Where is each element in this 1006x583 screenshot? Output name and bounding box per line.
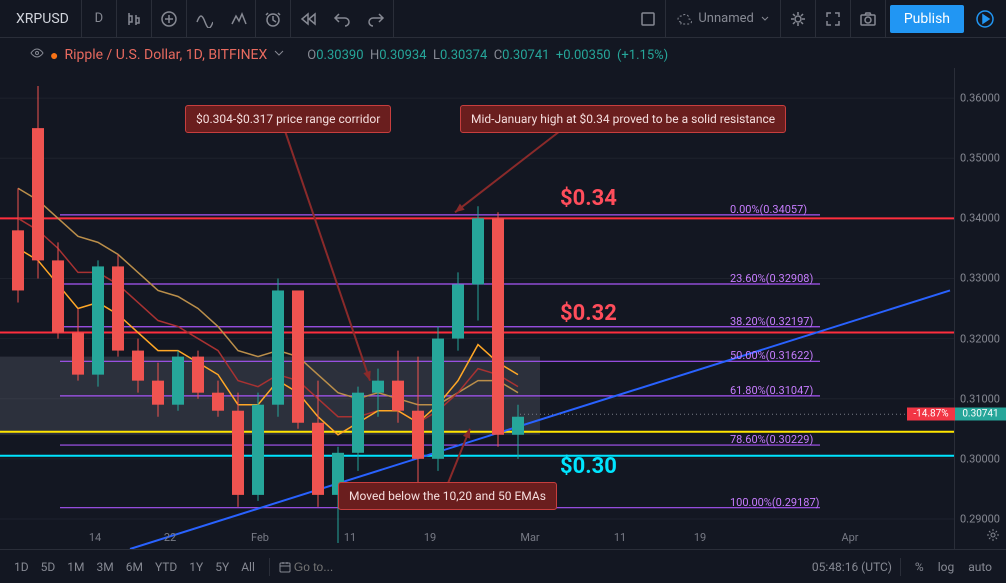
camera-icon: [859, 10, 877, 28]
eye-icon[interactable]: [30, 46, 44, 64]
undo-icon: [333, 10, 351, 28]
fib-label: 78.60%(0.30229): [730, 433, 813, 446]
price-tag: $0.30: [560, 454, 617, 479]
fib-label: 61.80%(0.31047): [730, 384, 813, 397]
range-5d[interactable]: 5D: [35, 556, 62, 578]
layout-name[interactable]: Unnamed: [666, 11, 780, 27]
chart-legend: ● Ripple / U.S. Dollar, 1D, BITFINEX O0.…: [30, 46, 668, 64]
ohlc-readout: O0.30390 H0.30934 L0.30374 C0.30741 +0.0…: [307, 48, 668, 63]
yaxis-tick: 0.33000: [960, 272, 1000, 285]
yaxis-tick: 0.29000: [960, 512, 1000, 525]
chart-canvas: [0, 68, 954, 549]
last-price-badge: 0.30741: [955, 408, 1006, 421]
yaxis-tick: 0.36000: [960, 92, 1000, 105]
calendar-icon: [278, 560, 292, 574]
auto-scale-button[interactable]: auto: [962, 556, 998, 578]
play-circle-icon: [975, 9, 995, 29]
candles-style-button[interactable]: [117, 0, 151, 37]
xaxis-tick: 14: [89, 531, 101, 544]
redo-icon: [367, 10, 385, 28]
yaxis-tick: 0.30000: [960, 452, 1000, 465]
symbol-search[interactable]: XRPUSD: [4, 0, 81, 37]
range-all[interactable]: All: [235, 556, 261, 578]
log-scale-button[interactable]: log: [932, 556, 961, 578]
publish-button[interactable]: Publish: [890, 5, 964, 33]
rewind-icon: [299, 10, 317, 28]
axis-settings-button[interactable]: [986, 528, 1000, 545]
range-1d[interactable]: 1D: [8, 556, 35, 578]
xaxis-tick: 11: [614, 531, 626, 544]
range-1m[interactable]: 1M: [61, 556, 90, 578]
range-1y[interactable]: 1Y: [183, 556, 209, 578]
fib-label: 50.00%(0.31622): [730, 349, 813, 362]
alarm-icon: [264, 10, 282, 28]
price-axis[interactable]: 0.36000 0.35000 0.34000 0.33000 0.32000 0.310…: [954, 68, 1006, 549]
cloud-icon: [676, 11, 692, 27]
xaxis-tick: 19: [424, 531, 436, 544]
range-5y[interactable]: 5Y: [209, 556, 235, 578]
range-3m[interactable]: 3M: [90, 556, 119, 578]
top-toolbar: XRPUSD D: [0, 0, 1006, 38]
pct-scale-button[interactable]: %: [909, 556, 930, 578]
play-button[interactable]: [968, 0, 1002, 37]
xaxis-tick: 11: [344, 531, 356, 544]
fib-label: 38.20%(0.32197): [730, 315, 813, 328]
bottom-toolbar: 1D5D1M3M6MYTD1Y5YAll 05:48:16 (UTC) % lo…: [0, 549, 1006, 583]
range-ytd[interactable]: YTD: [149, 556, 183, 578]
layout-icon: [639, 10, 657, 28]
compare-button[interactable]: [152, 0, 186, 37]
undo-button[interactable]: [325, 0, 359, 37]
annotation-c2[interactable]: Mid-January high at $0.34 proved to be a…: [460, 105, 786, 133]
indicators-button[interactable]: [187, 0, 221, 37]
fib-label: 100.00%(0.29187): [730, 496, 819, 509]
xaxis-tick: Apr: [841, 531, 858, 544]
gear-icon: [789, 10, 807, 28]
yaxis-tick: 0.31000: [960, 392, 1000, 405]
fullscreen-button[interactable]: [816, 0, 850, 37]
xaxis-tick: 22: [164, 531, 176, 544]
xaxis-tick: Feb: [251, 531, 269, 544]
legend-chevron[interactable]: [273, 47, 285, 63]
yaxis-tick: 0.34000: [960, 212, 1000, 225]
yaxis-tick: 0.32000: [960, 332, 1000, 345]
replay-back-button[interactable]: [291, 0, 325, 37]
chart-settings-button[interactable]: [781, 0, 815, 37]
alert-button[interactable]: [256, 0, 290, 37]
chevron-down-icon: [760, 14, 770, 24]
clock-readout: 05:48:16 (UTC): [812, 560, 892, 574]
annotation-c3[interactable]: Moved below the 10,20 and 50 EMAs: [338, 482, 557, 510]
redo-button[interactable]: [359, 0, 393, 37]
layout-button[interactable]: [631, 0, 665, 37]
xaxis-tick: 19: [694, 531, 706, 544]
yaxis-tick: 0.35000: [960, 152, 1000, 165]
candles-icon: [125, 10, 143, 28]
fib-label: 23.60%(0.32908): [730, 272, 813, 285]
fullscreen-icon: [824, 10, 842, 28]
wave-icon: [195, 10, 213, 28]
spark-icon: [229, 10, 247, 28]
xaxis-tick: Mar: [520, 531, 539, 544]
legend-symbol[interactable]: Ripple / U.S. Dollar, 1D, BITFINEX: [64, 47, 267, 63]
templates-button[interactable]: [221, 0, 255, 37]
fib-label: 0.00%(0.34057): [730, 203, 807, 216]
countdown-badge: -14.87%: [907, 408, 955, 421]
plus-circle-icon: [160, 10, 178, 28]
annotation-c1[interactable]: $0.304-$0.317 price range corridor: [185, 105, 391, 133]
interval-button[interactable]: D: [82, 0, 116, 37]
price-tag: $0.32: [560, 301, 617, 326]
chart-pane[interactable]: [0, 68, 954, 549]
range-6m[interactable]: 6M: [120, 556, 149, 578]
price-tag: $0.34: [560, 186, 617, 211]
goto-input[interactable]: [294, 560, 364, 574]
snapshot-button[interactable]: [851, 0, 885, 37]
